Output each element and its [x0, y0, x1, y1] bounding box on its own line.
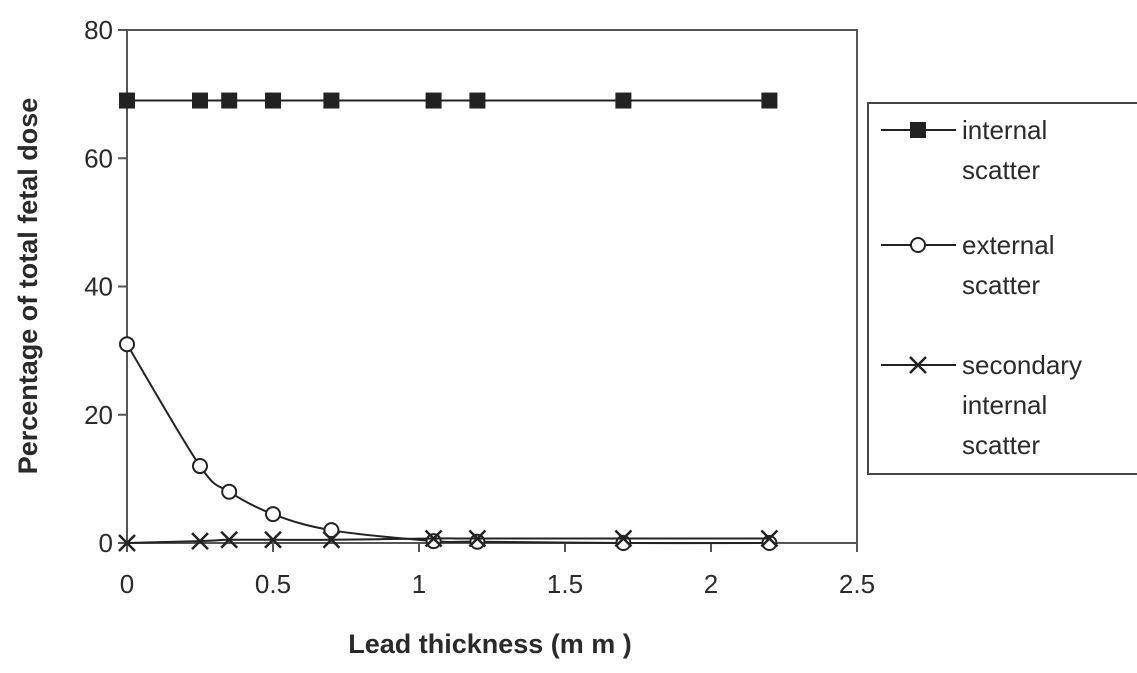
data-point: [264, 530, 282, 549]
data-point: [322, 530, 341, 549]
legend: internal scatter external scatter secondary i…: [867, 102, 1137, 475]
legend-box: [867, 102, 1137, 475]
legend-label: internal: [962, 115, 1047, 145]
legend-entry: external scatter: [881, 230, 1055, 300]
legend-marker: [910, 237, 926, 253]
x-tick-label: 0.5: [255, 569, 291, 599]
legend-label: scatter: [962, 430, 1040, 460]
series-3: [118, 529, 779, 552]
y-tick-label: 40: [84, 272, 113, 302]
y-tick-label: 60: [84, 143, 113, 173]
y-tick-label: 20: [84, 400, 113, 430]
legend-label: scatter: [962, 270, 1040, 300]
y-tick-label: 80: [84, 15, 113, 45]
x-tick-label: 0: [120, 569, 134, 599]
x-axis-title: Lead thickness (m m ): [348, 629, 632, 659]
data-point: [119, 92, 135, 109]
series-2: [119, 336, 778, 551]
data-point: [265, 506, 281, 523]
data-point: [221, 92, 238, 109]
data-point: [614, 529, 633, 548]
data-point: [221, 483, 238, 500]
data-point: [119, 336, 135, 353]
series-1: [119, 92, 778, 109]
data-point: [265, 92, 281, 109]
x-tick-label: 2: [704, 569, 718, 599]
legend-label: external: [962, 230, 1055, 260]
data-point: [118, 534, 136, 552]
data-point: [468, 529, 487, 548]
x-tick-label: 1: [412, 569, 426, 599]
legend-entry: secondary internal scatter: [881, 350, 1082, 460]
data-point: [424, 529, 443, 548]
data-point: [192, 92, 208, 109]
data-point: [323, 92, 340, 109]
legend-marker: [909, 356, 927, 374]
x-tick-label: 1.5: [547, 569, 583, 599]
data-point: [191, 532, 209, 550]
data-point: [615, 92, 632, 109]
data-point: [425, 533, 442, 550]
series-layer: [118, 92, 779, 552]
legend-entry: internal scatter: [881, 115, 1047, 185]
data-point: [192, 458, 208, 475]
data-point: [760, 529, 779, 548]
legend-label: secondary: [962, 350, 1082, 380]
data-point: [425, 92, 442, 109]
y-tick-label: 0: [99, 528, 113, 558]
y-axis-title: Percentage of total fetal dose: [13, 98, 43, 475]
legend-marker: [910, 122, 926, 138]
x-tick-label: 2.5: [839, 569, 875, 599]
series-line: [126, 343, 770, 545]
data-point: [220, 530, 239, 549]
axes: 0 20 40 60 80 0 0.5 1 1.5 2 2.5: [84, 15, 875, 599]
legend-label: scatter: [962, 155, 1040, 185]
legend-label: internal: [962, 390, 1047, 420]
data-point: [323, 522, 340, 539]
data-point: [469, 92, 486, 109]
data-point: [761, 92, 778, 109]
